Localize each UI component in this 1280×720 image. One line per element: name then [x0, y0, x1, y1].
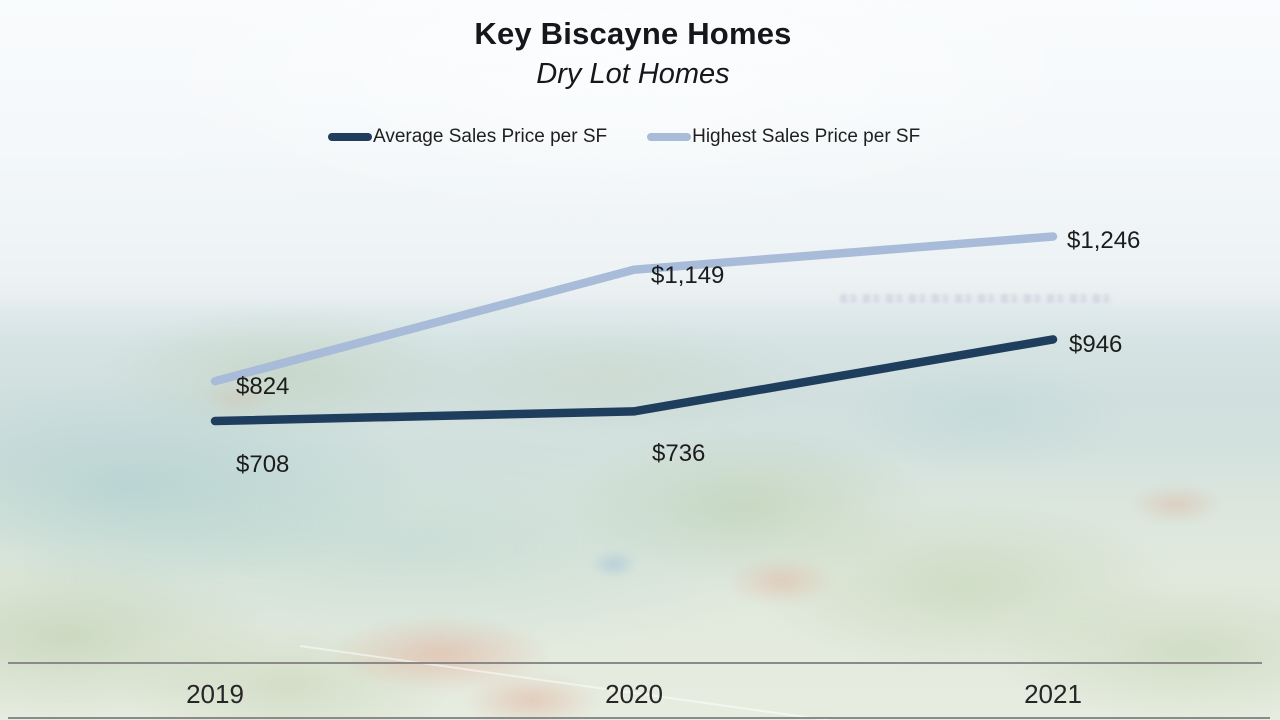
legend-label-average: Average Sales Price per SF [373, 126, 608, 147]
legend-swatch-average [328, 133, 372, 141]
x-axis-label: 2019 [186, 679, 244, 709]
data-label-highest: $1,246 [1067, 227, 1141, 254]
x-axis-line [8, 662, 1262, 664]
series-line-average [210, 335, 1058, 426]
chart-subtitle: Dry Lot Homes [536, 58, 730, 90]
legend-item-highest: Highest Sales Price per SF [647, 126, 920, 148]
legend: Average Sales Price per SF Highest Sales… [328, 123, 920, 151]
data-label-average: $946 [1069, 331, 1123, 358]
series-line-highest [210, 232, 1058, 386]
data-label-average: $708 [236, 451, 290, 478]
chart-bottom-border [8, 717, 1270, 719]
legend-swatch-highest [647, 133, 692, 141]
x-axis-label: 2020 [605, 679, 663, 709]
x-axis-label: 2021 [1024, 679, 1082, 709]
legend-item-average: Average Sales Price per SF [328, 126, 607, 148]
data-label-average: $736 [652, 440, 706, 467]
chart-title: Key Biscayne Homes [474, 16, 792, 51]
data-label-highest: $824 [236, 373, 290, 400]
legend-label-highest: Highest Sales Price per SF [692, 126, 921, 147]
data-label-highest: $1,149 [651, 262, 725, 289]
